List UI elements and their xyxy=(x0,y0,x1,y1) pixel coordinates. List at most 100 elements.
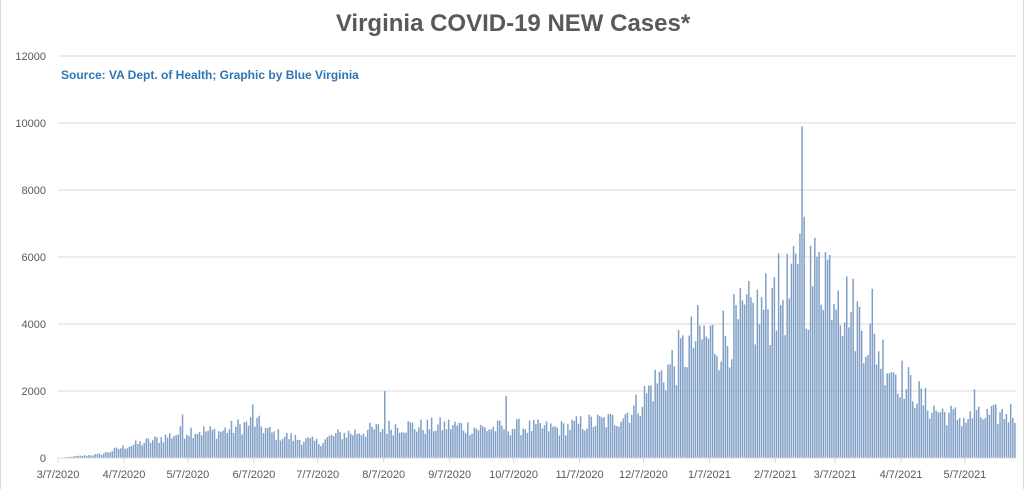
bar xyxy=(490,429,492,458)
bar xyxy=(726,346,729,458)
bar xyxy=(582,429,584,458)
bar xyxy=(880,368,882,458)
bar xyxy=(111,451,114,458)
x-tick-label: 9/7/2020 xyxy=(428,469,471,481)
bar xyxy=(509,435,512,458)
bar xyxy=(745,294,748,458)
bar xyxy=(1012,417,1014,458)
bar xyxy=(303,441,305,458)
bar xyxy=(809,245,812,458)
bar xyxy=(486,431,488,458)
bar xyxy=(362,433,365,458)
bar xyxy=(354,429,356,458)
bar xyxy=(907,367,910,458)
chart-source-annotation: Source: VA Dept. of Health; Graphic by B… xyxy=(61,68,359,82)
bar xyxy=(954,407,957,458)
bar xyxy=(230,420,233,458)
bar xyxy=(322,442,324,458)
bar xyxy=(418,427,420,458)
bar xyxy=(788,298,791,458)
x-tick-label: 3/7/2020 xyxy=(37,469,80,481)
bar xyxy=(950,405,952,458)
bar xyxy=(211,429,214,458)
bar xyxy=(848,327,850,458)
bar xyxy=(550,423,552,458)
bar xyxy=(711,324,714,458)
bar xyxy=(931,412,933,458)
bar xyxy=(831,319,833,458)
bar xyxy=(696,305,699,458)
bar xyxy=(371,426,373,458)
bar xyxy=(673,366,676,458)
y-tick-label: 8000 xyxy=(22,185,46,197)
bar xyxy=(190,427,192,458)
bar xyxy=(603,417,605,458)
bar xyxy=(990,406,993,458)
bar xyxy=(833,303,835,458)
bar xyxy=(552,426,554,458)
bar xyxy=(899,397,901,458)
bar xyxy=(652,401,654,458)
bar xyxy=(347,430,350,458)
bar xyxy=(192,438,194,458)
bar xyxy=(149,442,152,458)
bar xyxy=(328,435,331,458)
y-tick-label: 2000 xyxy=(22,386,46,398)
bar xyxy=(799,233,801,458)
bar xyxy=(481,426,484,458)
bar xyxy=(388,420,390,458)
bar xyxy=(620,421,622,458)
bar xyxy=(684,366,686,458)
bar xyxy=(716,355,718,458)
bar xyxy=(68,456,71,458)
bar xyxy=(262,433,265,458)
bar xyxy=(607,413,610,458)
bar xyxy=(633,405,635,458)
bar xyxy=(611,414,614,458)
bar xyxy=(892,372,895,458)
bar xyxy=(665,390,667,458)
bar xyxy=(662,382,665,458)
bar xyxy=(426,419,429,458)
bar xyxy=(790,263,793,458)
bar xyxy=(828,254,831,458)
bar xyxy=(134,440,137,458)
bar xyxy=(865,356,867,458)
bar xyxy=(645,393,648,458)
bar xyxy=(775,330,778,458)
bar xyxy=(445,429,448,458)
bar xyxy=(801,126,803,458)
bar xyxy=(186,434,188,458)
bar xyxy=(479,424,482,458)
bar xyxy=(1014,422,1016,458)
bar xyxy=(577,423,580,458)
bar xyxy=(660,370,663,458)
bar xyxy=(756,289,759,458)
bar xyxy=(901,360,903,458)
bar xyxy=(511,428,514,458)
bar xyxy=(884,385,886,458)
bar xyxy=(441,430,444,458)
bar xyxy=(980,417,982,458)
bar xyxy=(792,246,795,458)
bar xyxy=(154,436,156,458)
bar xyxy=(215,438,218,458)
bar xyxy=(373,429,375,458)
bar xyxy=(356,434,358,458)
bar xyxy=(843,322,846,458)
bar xyxy=(492,426,495,458)
bar xyxy=(701,339,703,458)
bar xyxy=(188,435,190,458)
bar xyxy=(98,453,101,458)
bar xyxy=(513,428,516,458)
bar xyxy=(120,448,122,458)
bar xyxy=(613,425,616,458)
bar xyxy=(428,429,431,458)
chart-title: Virginia COVID-19 NEW Cases* xyxy=(335,10,691,37)
bar xyxy=(364,436,367,458)
bar xyxy=(126,448,128,458)
bar xyxy=(471,433,473,458)
bar xyxy=(264,428,267,458)
bar xyxy=(820,304,822,458)
